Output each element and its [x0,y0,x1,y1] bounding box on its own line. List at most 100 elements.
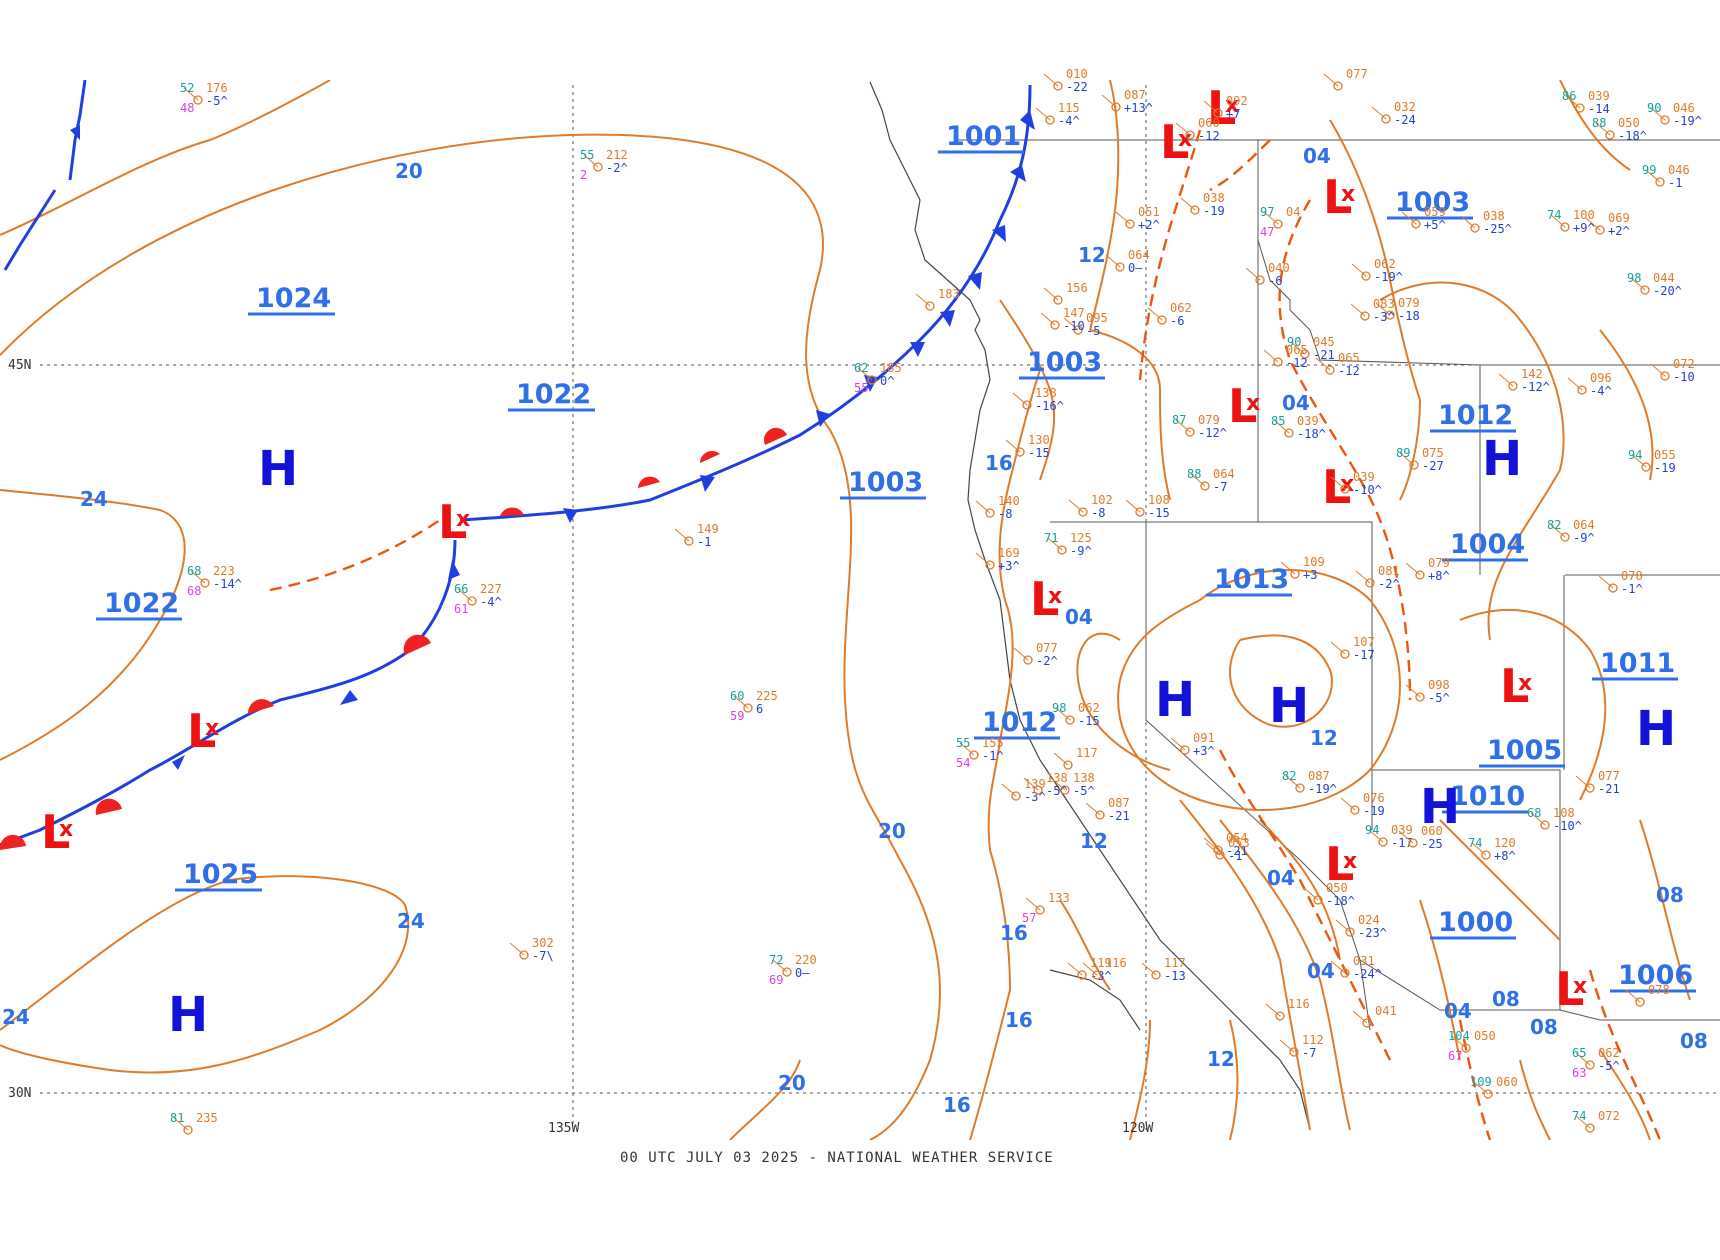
station-pressure: 119 [1090,956,1112,970]
svg-text:1013: 1013 [1214,564,1289,595]
station-plot: 053-1 [1205,836,1250,863]
wind-barb-icon [1205,842,1221,856]
wind-barb-icon [1050,777,1066,791]
station-pressure: 096 [1590,371,1612,385]
svg-text:1001: 1001 [946,121,1021,152]
pressure-value: 1010 [1442,781,1528,814]
station-plot: 86 039-14 [1562,89,1610,116]
station-temperature: 68 [187,564,201,578]
station-circle-icon [1073,325,1083,335]
station-pressure: 032 [1394,100,1416,114]
wind-barb-icon [1645,169,1661,183]
isobar-label: 16 [985,451,1013,475]
high-center: H [168,987,208,1043]
wind-barb-icon [733,695,749,709]
wind-barb-icon [915,293,931,307]
station-tendency: -10^ [1353,483,1382,497]
station-temperature: 90 [1287,335,1301,349]
svg-text:x: x [1343,849,1357,874]
station-pressure: 072 [1598,1109,1620,1123]
station-pressure: 223 [213,564,235,578]
station-tendency: -6 [1268,274,1282,288]
troughs [269,129,1662,1140]
wind-barb-icon [1115,211,1131,225]
station-circle-icon [1289,1047,1299,1057]
station-pressure: 060 [1198,116,1220,130]
station-plot: 038-25^ [1460,209,1512,236]
station-tendency: -8 [998,507,1012,521]
wind-barb-icon [1203,100,1219,114]
station-circle-icon [782,967,792,977]
wind-barb-icon [1595,122,1611,136]
wind-barb-icon [1040,312,1056,326]
station-pressure: 039 [1391,823,1413,837]
station-pressure: 117 [1076,746,1098,760]
isobar-label: 08 [1680,1029,1708,1053]
svg-text:L: L [1030,572,1059,626]
station-tendency: -4^ [1590,384,1612,398]
station-circle-icon [1078,507,1088,517]
station-tendency: -1^ [982,749,1004,763]
pressure-value: 1025 [175,859,262,892]
svg-text:1000: 1000 [1438,907,1513,938]
station-temperature: 90 [1647,101,1661,115]
station-temperature: 52 [180,81,194,95]
station-tendency: -1^ [1621,582,1643,596]
low-centers: Lx Lx Lx Lx Lx Lx Lx Lx Lx Lx Lx Lx [41,81,1587,1016]
station-temperature: 98 [1052,701,1066,715]
station-pressure: 155 [982,736,1004,750]
station-plot: 55 155-1^ 54 [956,736,1004,770]
low-center: Lx [1322,460,1354,514]
station-pressure: 102 [1091,493,1113,507]
station-temperature: 88 [1592,116,1606,130]
wind-barb-icon [1550,524,1566,538]
station-plot: 039-10^ [1330,470,1382,497]
isobar-label: 12 [1207,1047,1235,1071]
wind-barb-icon [1023,777,1039,791]
wind-barb-icon [1005,439,1021,453]
station-pressure: 053 [1228,836,1250,850]
station-pressure: 064 [1573,518,1595,532]
wind-barb-icon [1585,217,1601,231]
station-tendency: -19 [1363,804,1385,818]
station-pressure: 169 [998,546,1020,560]
wind-barb-icon [1055,707,1071,721]
station-circle-icon [1415,570,1425,580]
wind-barb-icon [1351,263,1367,277]
station-plot: 55 212-2^ 2 [580,148,628,182]
latitude-labels: 45N 30N [8,358,31,1101]
station-plot: 079-18 [1375,296,1420,323]
station-pressure: 060 [1421,824,1443,838]
station-plot: 078-1^ [1598,569,1643,596]
station-circle-icon [1092,970,1102,980]
wind-barb-icon [457,588,473,602]
low-center: Lx [187,704,219,758]
wind-barb-icon [1170,737,1186,751]
station-tendency: -15 [1028,446,1050,460]
station-plot: 138-16^ [1012,386,1064,413]
station-tendency: -10 [1063,319,1085,333]
wind-barb-icon [1265,1003,1281,1017]
wind-barb-icon [1068,499,1084,513]
fronts [0,80,1035,850]
station-tendency: -19^ [1673,114,1702,128]
station-tendency: -5^ [206,94,228,108]
svg-text:x: x [205,716,219,741]
station-circle-icon [593,162,603,172]
station-tendency: -17 [1353,648,1375,662]
station-circle-icon [1635,997,1645,1007]
station-plot: 076-19 [1340,791,1385,818]
station-tendency: 0— [795,966,810,980]
station-circle-icon [1200,481,1210,491]
station-tendency: -19 [1203,204,1225,218]
isobar-label: 20 [778,1071,806,1095]
wind-barb-icon [1035,107,1051,121]
station-temperature: 94 [1628,448,1642,462]
low-center: Lx [1030,572,1062,626]
pressure-value: 1013 [1206,564,1292,597]
station-pressure: 120 [1494,836,1516,850]
station-pressure: 065 [1286,343,1308,357]
station-dewpoint: 61 [454,602,468,616]
wind-barb-icon [1147,307,1163,321]
station-circle-icon [1461,1043,1471,1053]
